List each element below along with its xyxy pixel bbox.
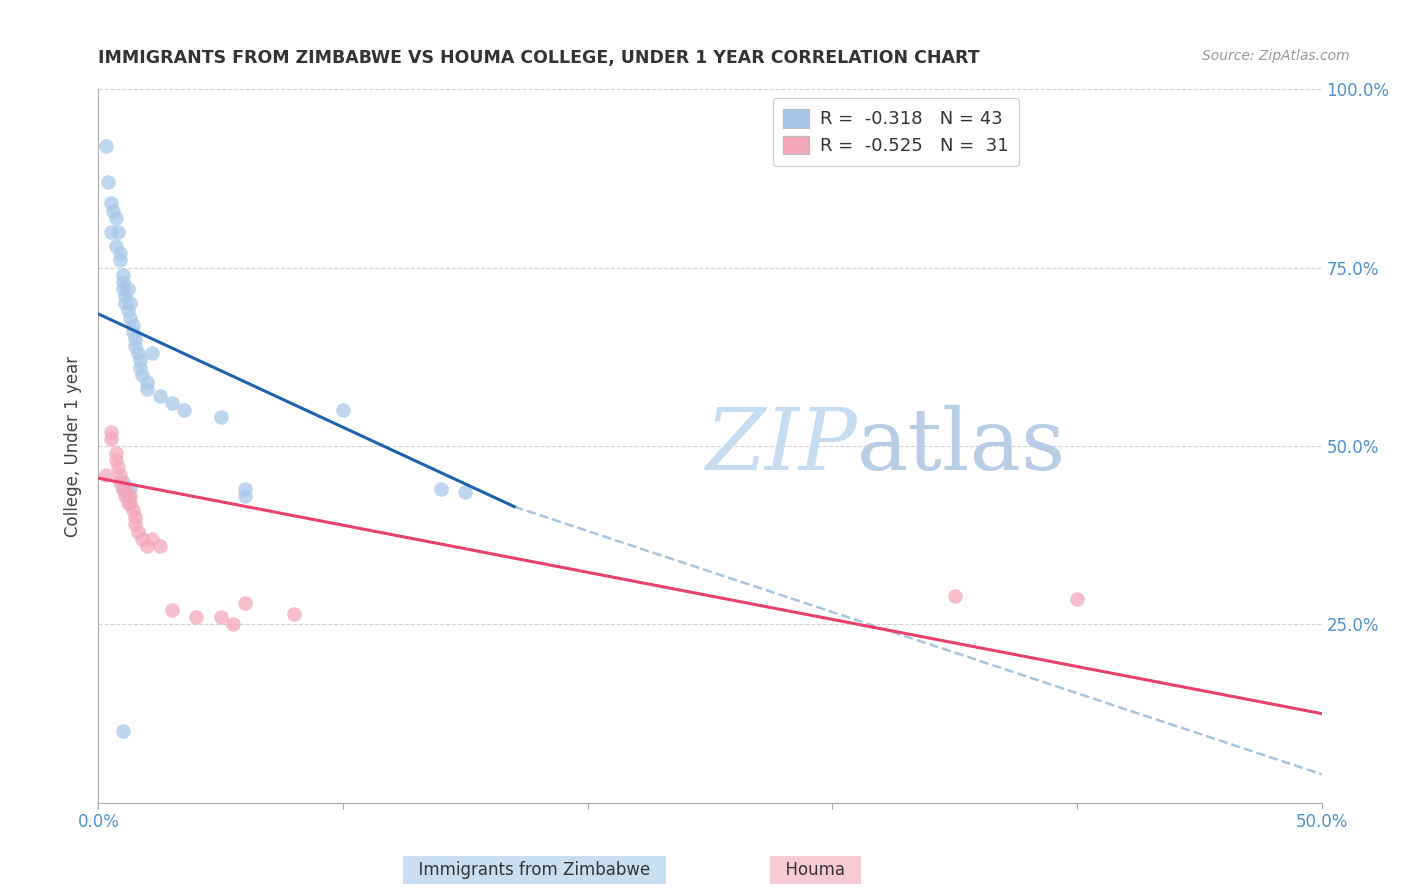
Point: [120, 482, 142, 496]
Point: [100, 225, 122, 239]
Y-axis label: College, Under 1 year: College, Under 1 year: [65, 355, 83, 537]
Point: [100, 196, 122, 211]
Point: [121, 325, 143, 339]
Point: [114, 296, 136, 310]
Point: [136, 375, 159, 389]
Point: [141, 346, 163, 360]
Point: [107, 460, 129, 475]
Point: [114, 289, 136, 303]
Point: [943, 589, 966, 603]
Point: [186, 610, 208, 624]
Text: IMMIGRANTS FROM ZIMBABWE VS HOUMA COLLEGE, UNDER 1 YEAR CORRELATION CHART: IMMIGRANTS FROM ZIMBABWE VS HOUMA COLLEG…: [98, 49, 980, 67]
Point: [111, 275, 134, 289]
Point: [233, 596, 256, 610]
Point: [94, 139, 117, 153]
Point: [114, 482, 136, 496]
Point: [127, 524, 149, 539]
Point: [111, 482, 134, 496]
Point: [129, 353, 152, 368]
Legend: R =  -0.318   N = 43, R =  -0.525   N =  31: R = -0.318 N = 43, R = -0.525 N = 31: [773, 98, 1019, 166]
Point: [110, 475, 132, 489]
Point: [121, 318, 143, 332]
Point: [111, 724, 134, 739]
Point: [100, 425, 122, 439]
Point: [120, 310, 142, 325]
Point: [107, 225, 129, 239]
Point: [121, 503, 143, 517]
Point: [149, 389, 172, 403]
Point: [104, 453, 127, 467]
Point: [100, 432, 122, 446]
Point: [430, 482, 453, 496]
Point: [136, 382, 159, 396]
Point: [117, 303, 139, 318]
Point: [110, 253, 132, 268]
Point: [104, 446, 127, 460]
Point: [104, 211, 127, 225]
Point: [97, 175, 120, 189]
Point: [209, 410, 232, 425]
Point: [129, 360, 152, 375]
Point: [454, 485, 477, 500]
Point: [111, 475, 134, 489]
Point: [149, 539, 172, 553]
Point: [110, 246, 132, 260]
Point: [173, 403, 195, 417]
Point: [117, 489, 139, 503]
Point: [114, 489, 136, 503]
Point: [160, 603, 183, 617]
Point: [209, 610, 232, 624]
Point: [104, 239, 127, 253]
Point: [233, 489, 256, 503]
Text: Source: ZipAtlas.com: Source: ZipAtlas.com: [1202, 49, 1350, 63]
Text: atlas: atlas: [856, 404, 1066, 488]
Point: [131, 368, 153, 382]
Point: [160, 396, 183, 410]
Point: [117, 496, 139, 510]
Point: [124, 517, 146, 532]
Point: [124, 510, 146, 524]
Point: [136, 539, 159, 553]
Point: [117, 282, 139, 296]
Point: [1066, 592, 1088, 607]
Point: [110, 467, 132, 482]
Point: [127, 346, 149, 360]
Point: [141, 532, 163, 546]
Point: [101, 203, 124, 218]
Text: ZIP: ZIP: [704, 405, 856, 487]
Point: [94, 467, 117, 482]
Point: [111, 482, 134, 496]
Point: [120, 296, 142, 310]
Point: [111, 282, 134, 296]
Point: [283, 607, 305, 621]
Point: [124, 332, 146, 346]
Point: [111, 268, 134, 282]
Text: Houma: Houma: [775, 861, 856, 879]
Text: Immigrants from Zimbabwe: Immigrants from Zimbabwe: [408, 861, 661, 879]
Point: [120, 496, 142, 510]
Point: [222, 617, 245, 632]
Point: [332, 403, 354, 417]
Point: [131, 532, 153, 546]
Point: [124, 339, 146, 353]
Point: [233, 482, 256, 496]
Point: [120, 489, 142, 503]
